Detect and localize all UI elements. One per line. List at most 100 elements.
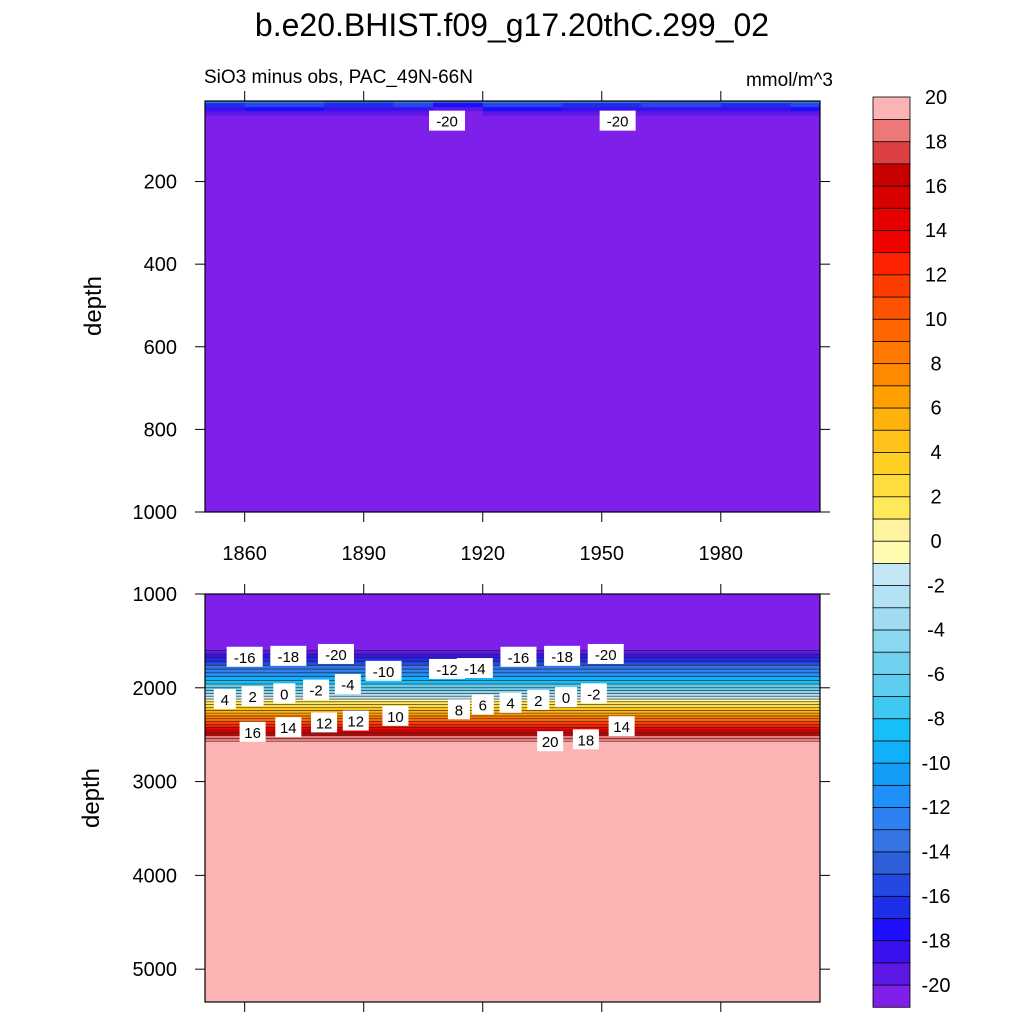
top-heatmap-cell [324,101,394,104]
top-heatmap-cell [720,107,791,112]
top-heatmap-cell [720,314,791,513]
top-heatmap-cell [482,115,563,316]
top-heatmap-cell [482,111,563,116]
bottom-contour-label: 2 [248,689,256,706]
bottom-plot-frame [204,593,821,1003]
bottom-contour-label-box [447,699,470,720]
top-axes: 200 400 600 800 1000 1860 1890 1920 1950 1980 [133,91,830,565]
colorbar-tick-label: 2 [930,487,941,509]
colorbar-tick-label: 0 [930,531,941,553]
bottom-contour-label: 14 [280,720,297,737]
bottom-contour-label-box [499,692,522,713]
bottom-contour-label-box [537,731,564,752]
colorbar-swatch [872,829,911,853]
colorbar-swatch [872,96,911,120]
top-heatmap-cell [562,115,642,316]
top-contour-label: -20 [436,114,458,131]
bottom-heatmap-band [205,713,820,717]
bottom-heatmap-band [205,718,820,723]
bottom-heatmap-band [205,676,820,681]
colorbar-tick-label: -12 [922,797,951,819]
colorbar-swatch [872,518,911,542]
colorbar-swatch [872,740,911,764]
colorbar-swatch [872,318,911,342]
bottom-y-tick-label: 5000 [133,959,178,981]
top-heatmap-cell [720,101,791,104]
colorbar-tick-label: -6 [927,664,945,686]
bottom-contour-label-box [270,645,307,666]
bottom-contour-label-box [555,687,578,708]
colorbar-swatch [872,362,911,387]
bottom-contour-label-box [303,679,330,700]
top-heatmap-cell [790,314,821,513]
colorbar-tick-label: -18 [922,930,951,952]
colorbar-swatch [872,651,911,675]
top-heatmap-cell [562,103,642,108]
bottom-heatmap-band [205,738,820,742]
bottom-y-tick-label: 1000 [133,584,178,606]
top-heatmap-cell [244,107,325,112]
bottom-contour-label: -16 [508,650,530,667]
bottom-heatmap-band [205,715,820,720]
bottom-heatmap-band [205,724,820,728]
bottom-heatmap-band [205,741,820,1002]
bottom-heatmap-band [205,680,820,685]
colorbar-swatch [872,251,911,276]
top-y-axis-label: depth [80,276,107,336]
top-heatmap-cell [790,111,821,116]
bottom-contour-label: 20 [542,734,559,751]
bottom-heatmap-band [205,687,820,692]
colorbar-tick-label: 12 [925,265,947,287]
colorbar-tick-label: 16 [925,176,947,198]
bottom-heatmap-band [205,594,820,651]
top-heatmap-cell [205,107,246,112]
colorbar-tick-label: -16 [922,886,951,908]
colorbar-swatch [872,296,911,320]
top-heatmap-cell [393,115,434,316]
colorbar: 20181614121086420-2-4-6-8-10-12-14-16-18… [872,87,951,1008]
bottom-heatmap-band [205,727,820,731]
bottom-contour-label-box [365,660,402,681]
top-heatmap-cell [393,101,434,104]
bottom-contour-label: 4 [221,692,229,709]
bottom-contour-label: 4 [506,696,514,713]
bottom-contour-label: 12 [316,715,333,732]
bottom-contour-label-box [580,683,607,704]
bottom-heatmap-band [205,735,820,739]
colorbar-swatch [872,451,911,476]
bottom-contour-label: -18 [551,649,573,666]
top-heatmap-cell [244,314,325,513]
colorbar-swatch [872,163,911,187]
top-heatmap-cell [433,101,484,104]
bottom-contour-label-box [382,705,409,726]
bottom-contour-label-box [241,686,264,707]
colorbar-swatch [872,629,911,653]
bottom-y-axis-label: depth [78,768,105,828]
colorbar-swatch [872,851,911,875]
bottom-contour-label: -2 [309,683,322,700]
bottom-contour-label: -2 [587,686,600,703]
colorbar-swatch [872,584,911,609]
top-heatmap-cell [641,115,722,316]
bottom-contour-label-box [342,710,369,731]
bottom-heatmap-band [205,732,820,737]
top-y-tick-label: 200 [144,172,177,194]
top-heatmap-cell [720,103,791,108]
colorbar-swatch [872,806,911,831]
top-x-tick-label: 1890 [341,543,386,565]
top-heatmap-cell [324,111,394,116]
top-contour-label-box [599,110,636,131]
bottom-heatmap-band [205,721,820,725]
colorbar-swatch [872,917,911,942]
top-heatmap-cell [790,103,821,108]
top-heatmap-cell [433,107,484,112]
bottom-contour-label-box [608,716,635,737]
colorbar-swatch [872,784,911,808]
bottom-contour-label: -12 [436,662,458,679]
bottom-contour-label: -20 [325,647,347,664]
bottom-contour-label-box [213,688,236,709]
bottom-heatmap-band [205,672,820,678]
top-heatmap-cell [324,115,394,316]
bottom-contour-label: 0 [280,686,288,703]
